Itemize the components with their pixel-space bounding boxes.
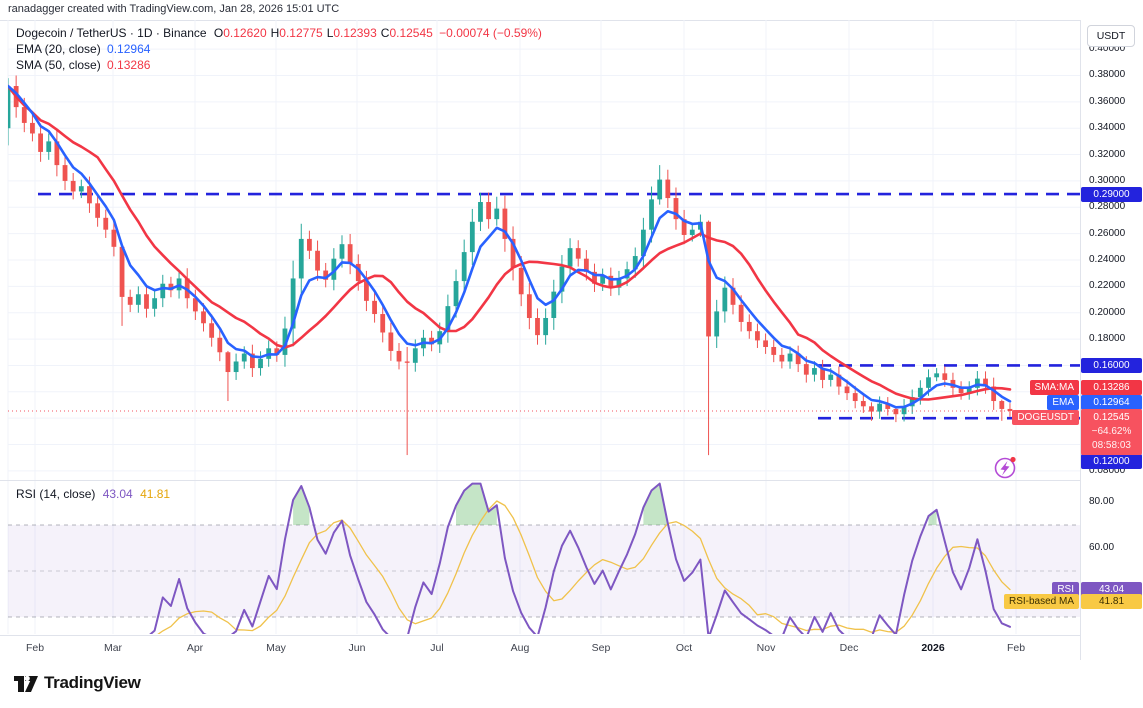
ohlc-o: O0.12620 xyxy=(213,26,267,40)
time-axis-label-May: May xyxy=(266,642,286,654)
symbol-legend-row: Dogecoin / TetherUS · 1D · Binance O0.12… xyxy=(16,26,542,41)
ohlc-c: C0.12545 xyxy=(380,26,433,40)
price-tick-0.20000: 0.20000 xyxy=(1089,306,1126,318)
time-axis-label-Mar: Mar xyxy=(103,642,123,654)
time-axis-label-Aug: Aug xyxy=(510,642,530,654)
ohlc-h: H0.12775 xyxy=(270,26,323,40)
ema-value-tag: 0.12964 xyxy=(1081,394,1142,410)
price-tick-0.18000: 0.18000 xyxy=(1089,333,1126,345)
sma-value-tag: 0.13286 xyxy=(1081,379,1142,395)
ema-legend-name: EMA (20, close) xyxy=(16,42,101,56)
change-value: −0.00074 (−0.59%) xyxy=(439,26,542,40)
sma-name-tag: SMA:MA xyxy=(1029,379,1079,395)
sma-legend-name: SMA (50, close) xyxy=(16,58,101,72)
time-axis-label-Jun: Jun xyxy=(348,642,366,654)
sma-legend-row[interactable]: SMA (50, close) 0.13286 xyxy=(16,58,542,73)
tradingview-logo-icon[interactable] xyxy=(13,673,39,695)
lightning-alert-icon[interactable] xyxy=(994,456,1016,479)
time-axis-label-Nov: Nov xyxy=(756,642,776,654)
tradingview-brand-text[interactable]: TradingView xyxy=(44,673,141,692)
rsi-line xyxy=(149,482,1011,634)
header-divider xyxy=(0,20,1143,21)
symbol-title[interactable]: Dogecoin / TetherUS · 1D · Binance xyxy=(16,26,207,40)
price-tick-0.26000: 0.26000 xyxy=(1089,227,1126,239)
symbol-tag-countdown: 08:58:03 xyxy=(1092,440,1131,451)
rsi-legend-value: 43.04 xyxy=(102,487,133,501)
rsi-overbought-fill xyxy=(928,509,937,525)
price-tick-0.22000: 0.22000 xyxy=(1089,280,1126,292)
ema-legend-value: 0.12964 xyxy=(107,42,151,56)
price-axis[interactable]: 0.40000 0.38000 0.36000 0.34000 0.32000 0.300… xyxy=(1080,20,1143,660)
ema-legend-row[interactable]: EMA (20, close) 0.12964 xyxy=(16,42,542,57)
time-axis-label-Feb: Feb xyxy=(25,642,45,654)
rsi-name-tag: RSI xyxy=(1052,581,1079,597)
time-axis-label-2026: 2026 xyxy=(921,642,945,654)
level-tag-0.29000[interactable]: 0.29000 xyxy=(1081,186,1142,202)
sma-legend-value: 0.13286 xyxy=(107,58,151,72)
time-axis-label-Feb: Feb xyxy=(1006,642,1026,654)
price-tick-0.36000: 0.36000 xyxy=(1089,95,1126,107)
sma50-line xyxy=(8,84,1012,401)
ohlc-l: L0.12393 xyxy=(326,26,377,40)
symbol-tag-price: 0.12545 xyxy=(1093,412,1130,423)
price-tick-0.28000: 0.28000 xyxy=(1089,201,1126,213)
symbol-legend[interactable]: Dogecoin / TetherUS · 1D · Binance O0.12… xyxy=(16,26,542,74)
rsi-ma-line xyxy=(157,500,1011,634)
symbol-tag-change: −64.62% xyxy=(1091,426,1132,437)
price-tick-0.32000: 0.32000 xyxy=(1089,148,1126,160)
rsi-overbought-fill xyxy=(456,483,497,525)
symbol-price-tag-block: 0.12545 −64.62% 08:58:03 xyxy=(1081,409,1142,455)
price-tick-0.30000: 0.30000 xyxy=(1089,174,1126,186)
rsi-legend-name: RSI (14, close) xyxy=(16,487,96,501)
rsi-overbought-fill xyxy=(293,486,310,525)
panel-separator[interactable] xyxy=(0,480,1143,481)
candlestick-series xyxy=(8,75,1013,456)
price-tick-0.34000: 0.34000 xyxy=(1089,122,1126,134)
price-tick-0.08000: 0.08000 xyxy=(1089,464,1126,476)
rsi-band xyxy=(8,525,1080,617)
time-axis-label-Dec: Dec xyxy=(839,642,859,654)
price-tick-0.24000: 0.24000 xyxy=(1089,254,1126,265)
time-axis[interactable]: Feb Mar Apr May Jun Jul Aug Sep Oct Nov Dec 2026 Feb xyxy=(0,635,1080,661)
symbol-name-tag: DOGEUSDT xyxy=(1012,409,1079,425)
rsi-ma-value-tag: 41.81 xyxy=(1081,593,1142,609)
price-tick-0.40000: 0.40000 xyxy=(1089,43,1126,55)
ema-name-tag: EMA xyxy=(1047,394,1079,410)
footer: TradingView xyxy=(0,660,1143,708)
time-axis-label-Apr: Apr xyxy=(186,642,204,654)
time-axis-label-Sep: Sep xyxy=(591,642,611,654)
rsi-value-tag: 43.04 xyxy=(1081,581,1142,597)
currency-toggle-button[interactable]: USDT xyxy=(1087,25,1135,47)
time-axis-label-Jul: Jul xyxy=(430,642,444,654)
rsi-legend[interactable]: RSI (14, close) 43.04 41.81 xyxy=(16,487,170,501)
rsi-tick-60.00: 60.00 xyxy=(1089,542,1115,553)
rsi-ma-name-tag: RSI-based MA xyxy=(1003,593,1079,609)
rsi-tick-80.00: 80.00 xyxy=(1089,496,1115,507)
level-tag-0.12000[interactable]: 0.12000 xyxy=(1081,453,1142,469)
attribution-text: ranadagger created with TradingView.com,… xyxy=(8,3,340,15)
level-tag-0.16000[interactable]: 0.16000 xyxy=(1081,357,1142,373)
time-axis-label-Oct: Oct xyxy=(675,642,693,654)
price-tick-0.38000: 0.38000 xyxy=(1089,69,1126,81)
ohlc-values: O0.12620 H0.12775 L0.12393 C0.12545 xyxy=(210,26,433,40)
ema20-line xyxy=(8,84,1012,409)
rsi-ma-legend-value: 41.81 xyxy=(140,487,171,501)
